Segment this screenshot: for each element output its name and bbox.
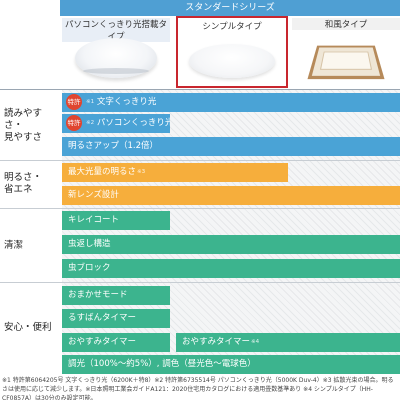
column-japanese-type: 和風タイプ	[292, 16, 400, 88]
category-brightness: 明るさ・ 省エネ	[4, 172, 43, 195]
feature-label: 虫返し構造	[68, 239, 111, 249]
column-simple-type: シンプルタイプ	[176, 16, 288, 88]
feature-max-bright: 最大光量の明るさ※3	[62, 163, 288, 182]
feature-bug-block: 虫ブロック	[62, 259, 400, 278]
feature-label: キレイコート	[68, 215, 120, 225]
column-title: シンプルタイプ	[202, 22, 262, 32]
feature-label: 文字くっきり光	[96, 97, 157, 107]
header-divider	[0, 89, 400, 90]
footnote: ※1 特許第6064205号 文字くっきり光（6200K＋特8）※2 特許第67…	[2, 377, 394, 400]
ceiling-light-image	[307, 45, 385, 80]
feature-label: パソコンくっきり光	[96, 118, 170, 128]
feature-bright-up: 明るさアップ（1.2倍）	[62, 137, 400, 156]
category-divider	[0, 282, 400, 283]
feature-auto-mode: おまかせモード	[62, 286, 170, 305]
feature-label: おやすみタイマー	[182, 337, 251, 347]
feature-label: るすばんタイマー	[68, 313, 137, 323]
footnote-ref: ※4	[251, 339, 260, 345]
feature-sleep-timer: おやすみタイマー	[62, 333, 170, 352]
series-title: スタンダードシリーズ	[60, 0, 400, 16]
feature-new-lens: 新レンズ設計	[62, 186, 400, 205]
feature-pc-clear: 特許 ※2 パソコンくっきり光	[62, 114, 170, 133]
column-title: 和風タイプ	[292, 18, 400, 30]
feature-label: 調光（100%〜約5%）, 調色（昼光色〜電球色）	[68, 359, 256, 369]
feature-away-timer: るすばんタイマー	[62, 309, 170, 328]
feature-dimming: 調光（100%〜約5%）, 調色（昼光色〜電球色）	[62, 355, 400, 374]
ceiling-light-image	[189, 44, 275, 78]
feature-label: 新レンズ設計	[68, 190, 119, 200]
feature-label: 最大光量の明るさ	[68, 167, 137, 177]
feature-sleep-timer-simple: おやすみタイマー※4	[176, 333, 400, 352]
category-safety: 安心・便利	[4, 322, 52, 333]
feature-text-clear: 特許 ※1 文字くっきり光	[62, 93, 400, 112]
patent-badge: 特許	[66, 114, 82, 131]
feature-label: おやすみタイマー	[68, 337, 137, 347]
ceiling-light-image	[75, 38, 157, 78]
patent-badge: 特許	[66, 93, 82, 110]
column-pc-clear-type: パソコンくっきり光搭載タイプ	[62, 16, 170, 88]
feature-clean-coat: キレイコート	[62, 211, 170, 230]
footnote-ref: ※3	[137, 169, 146, 175]
feature-label: 明るさアップ（1.2倍）	[68, 141, 159, 151]
feature-bug-structure: 虫返し構造	[62, 235, 400, 254]
category-readability: 読みやすさ・ 見やすさ	[4, 108, 43, 143]
feature-label: おまかせモード	[68, 290, 128, 300]
category-clean: 清潔	[4, 240, 24, 251]
feature-label: 虫ブロック	[68, 263, 111, 273]
category-divider	[0, 208, 400, 209]
category-divider	[0, 160, 400, 161]
footnote-ref: ※2	[86, 120, 95, 126]
footnote-ref: ※1	[86, 99, 95, 105]
